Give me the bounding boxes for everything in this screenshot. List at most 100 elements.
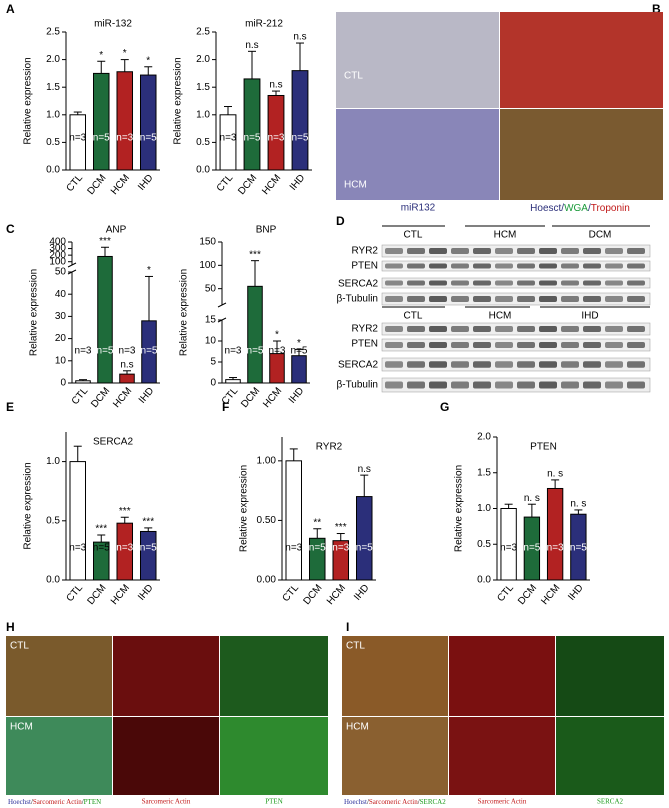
y-axis-label: Relative expression [454,465,465,552]
band [473,361,491,368]
band [517,342,535,348]
bar [225,379,241,384]
band [385,296,403,302]
x-tick-label: IHD [287,386,307,406]
bar [75,380,91,384]
caption-part: Hoesct [530,203,561,214]
band [407,342,425,348]
chart-title: SERCA2 [93,437,133,448]
bar-label: n=5 [97,346,114,357]
band [517,361,535,368]
caption: Hoechst/Sarcomeric Actin/SERCA2 [344,798,446,806]
y-tick-label: 1.0 [196,109,210,120]
significance: n.s [358,464,371,475]
band [627,296,645,302]
y-tick-label: 1.00 [257,455,277,466]
band [517,280,535,286]
band [605,361,623,368]
caption: Sarcomeric Actin [478,798,527,806]
significance: n.s [245,40,258,51]
panel-d: CTL HCM DCM CTL HCM IHD RYR2 PTEN SERCA2… [336,225,651,393]
axis-break [67,262,77,268]
blot-strip [381,357,651,372]
x-tick-label: DCM [86,583,109,608]
band [539,361,557,368]
group-label: HCM [494,230,517,241]
caption: Hoesct/WGA/Troponin [530,203,630,214]
band [451,248,469,254]
significance: * [147,265,151,276]
band [407,263,425,269]
row-label: RYR2 [352,324,379,335]
bar [247,285,263,384]
band [627,326,645,332]
band [517,263,535,269]
panel-letter: H [6,620,15,634]
y-tick-label: 1.0 [477,503,491,514]
y-tick-label: 2.5 [46,27,60,38]
x-tick-label: CTL [64,582,85,604]
y-tick-label: 100 [49,256,66,267]
significance: * [99,50,103,61]
panel-letter: I [346,620,349,634]
x-tick-label: IHD [352,583,372,603]
bar-label: n=3 [220,133,237,144]
bar-label: n=5 [93,543,110,554]
bar [92,72,110,171]
bar-label: n=3 [268,133,285,144]
band [605,381,623,389]
band [429,248,447,254]
x-tick-label: HCM [109,583,132,608]
x-tick-label: HCM [539,583,562,608]
band [407,381,425,389]
y-tick-label: 0.0 [46,165,60,176]
axis-break [217,302,227,308]
y-tick-label: 2.0 [477,432,491,443]
group-label: CTL [404,230,423,241]
chart-title: BNP [256,225,277,236]
panel-letter: A [6,2,15,16]
band [583,296,601,302]
bar [139,74,157,171]
row-label: β-Tubulin [336,380,378,391]
y-tick-label: 0.0 [196,165,210,176]
y-tick-label: 0 [210,378,216,389]
bar [69,461,87,581]
row-label: CTL [346,641,365,652]
band [495,342,513,348]
band [539,296,557,302]
bar-label: n=3 [225,346,242,357]
y-tick-label: 100 [199,260,216,271]
blot-strip [381,260,651,272]
y-tick-label: 1.5 [46,82,60,93]
band [451,296,469,302]
band [517,326,535,332]
band [407,248,425,254]
band [473,296,491,302]
y-tick-label: 0.0 [477,575,491,586]
chart-title: ANP [106,225,127,236]
bar [291,70,309,171]
y-tick-label: 30 [55,311,67,322]
chart-title: miR-132 [94,19,132,30]
micrograph [113,717,219,795]
caption: miR132 [401,203,436,214]
x-tick-label: HCM [260,173,283,198]
significance: * [297,338,301,349]
band [561,248,579,254]
bar [116,71,134,171]
significance: n.s [269,80,282,91]
y-tick-label: 40 [55,289,67,300]
x-tick-label: DCM [239,386,262,411]
x-tick-label: CTL [70,385,91,407]
band [539,326,557,332]
x-tick-label: HCM [111,386,134,411]
band [451,361,469,368]
band [385,326,403,332]
band [385,248,403,254]
x-tick-label: HCM [261,386,284,411]
micrograph [220,636,328,716]
bar-label: n=5 [523,543,540,554]
x-tick-label: IHD [566,583,586,603]
micrograph [6,717,112,795]
